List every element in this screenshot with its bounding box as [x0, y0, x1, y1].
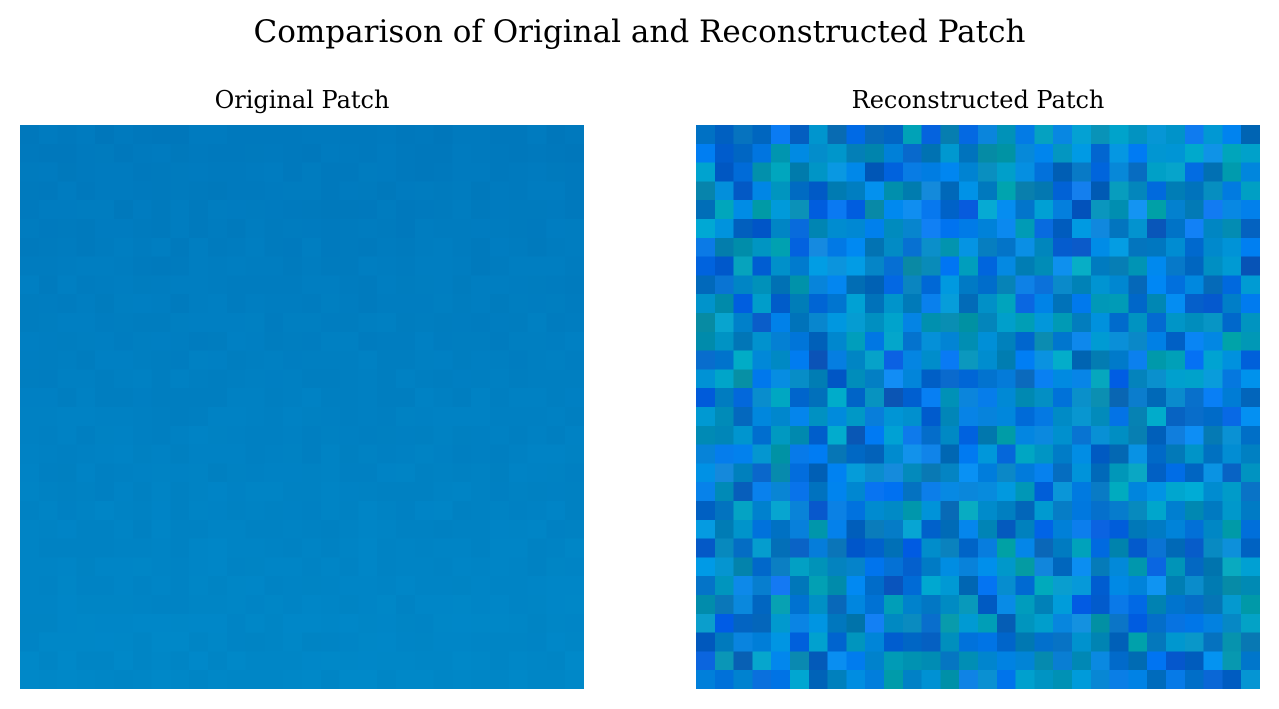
original-patch-title: Original Patch [214, 86, 390, 114]
figure-title: Comparison of Original and Reconstructed… [253, 14, 1026, 50]
original-patch-image [20, 125, 584, 689]
reconstructed-patch-image [696, 125, 1260, 689]
reconstructed-patch-title: Reconstructed Patch [851, 86, 1105, 114]
